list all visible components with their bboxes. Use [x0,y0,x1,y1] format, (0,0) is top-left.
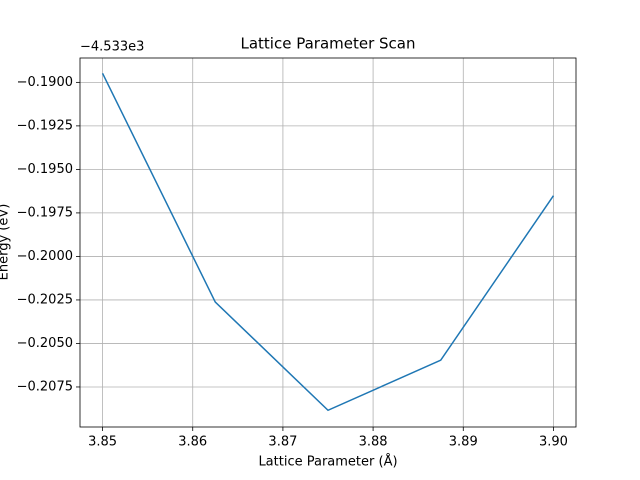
x-tick-label: 3.87 [268,435,297,450]
y-tick-label: −0.2025 [17,292,73,307]
y-offset-text: −4.533e3 [80,40,144,55]
x-tick-label: 3.88 [359,435,388,450]
chart-title: Lattice Parameter Scan [241,35,416,53]
x-tick-label: 3.90 [539,435,568,450]
x-axis-label: Lattice Parameter (Å) [258,454,397,470]
y-tick-label: −0.2075 [17,379,73,394]
y-tick-label: −0.1950 [17,162,73,177]
x-tick-label: 3.89 [449,435,478,450]
y-tick-label: −0.2000 [17,249,73,264]
x-tick-label: 3.85 [88,435,117,450]
y-tick-label: −0.1900 [17,75,73,90]
y-tick-label: −0.2050 [17,336,73,351]
y-tick-label: −0.1925 [17,118,73,133]
plot-frame [79,57,577,428]
data-line [101,72,555,412]
x-tick-label: 3.86 [178,435,207,450]
y-axis-label: Energy (eV) [0,204,12,281]
y-tick-label: −0.1975 [17,205,73,220]
